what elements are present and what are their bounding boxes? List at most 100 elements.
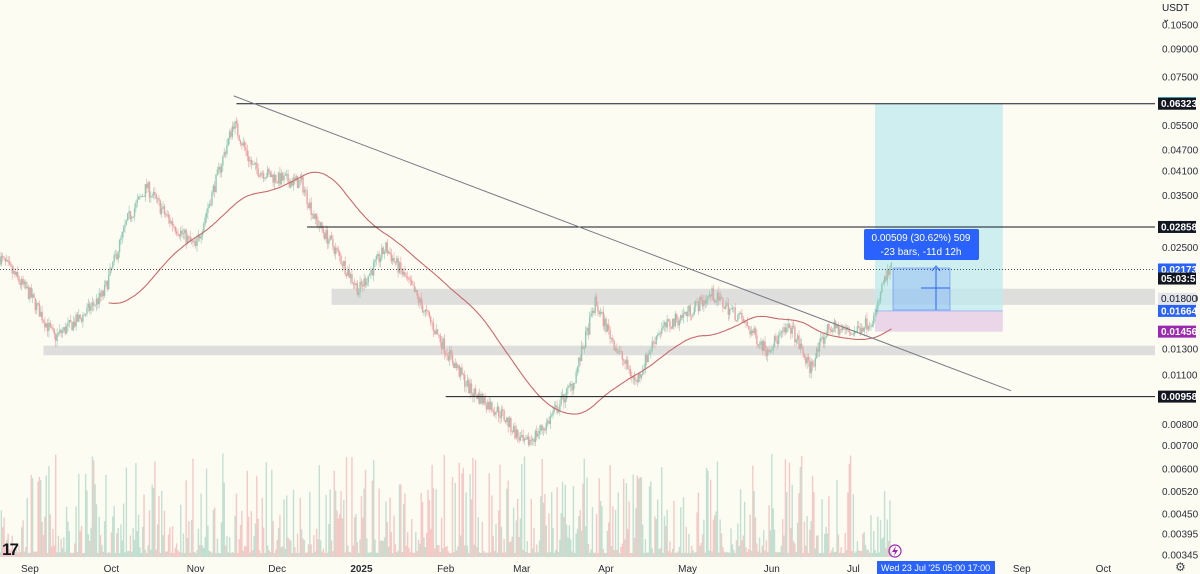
volume-bar: [870, 515, 872, 557]
candle-body: [860, 327, 863, 334]
candle-body: [328, 240, 330, 244]
volume-bar: [848, 463, 850, 557]
volume-bar: [623, 478, 625, 557]
volume-bar: [522, 549, 524, 557]
volume-bar: [122, 503, 125, 557]
candle-body: [458, 365, 460, 377]
candle-body: [754, 328, 757, 336]
price-tag-box: [1158, 97, 1196, 110]
candle-body: [531, 439, 534, 441]
volume-bar: [268, 550, 270, 557]
measure-tool[interactable]: 0.00509 (30.62%) 509 -23 bars, -11d 12h: [864, 229, 979, 311]
volume-bar: [648, 486, 651, 557]
candle-body: [843, 327, 845, 330]
volume-bar: [64, 551, 66, 557]
volume-bar: [632, 474, 634, 557]
volume-bar: [223, 482, 225, 557]
candle-body: [400, 262, 402, 270]
candle-body: [428, 312, 431, 317]
candle-body: [659, 333, 662, 334]
candle-body: [257, 168, 259, 177]
price-tick-label: 0.00800: [1162, 420, 1199, 431]
volume-bar: [768, 505, 770, 557]
gear-icon[interactable]: ⚙: [1175, 560, 1186, 574]
time-tick-label: Dec: [268, 564, 286, 574]
lightning-icon[interactable]: [888, 544, 902, 558]
volume-bar: [658, 549, 660, 557]
volume-bar: [599, 500, 602, 557]
candle-body: [125, 220, 128, 225]
volume-bar: [201, 545, 204, 557]
candle-body: [583, 347, 585, 350]
volume-bar: [351, 457, 353, 557]
volume-bar: [718, 552, 720, 557]
candle-body: [233, 126, 235, 129]
candle-body: [247, 156, 250, 162]
candle-body: [730, 308, 732, 310]
volume-bar: [502, 552, 504, 557]
volume-bar: [75, 506, 77, 557]
candle-body: [139, 196, 141, 198]
volume-bar: [788, 462, 791, 557]
volume-bar: [161, 490, 163, 557]
volume-bar: [735, 540, 738, 557]
candle-body: [0, 257, 1, 265]
volume-bar: [243, 546, 246, 557]
volume-bar: [745, 547, 747, 557]
volume-bar: [98, 516, 100, 557]
candle-body: [781, 331, 784, 333]
volume-bar: [610, 545, 613, 557]
volume-bar: [598, 478, 600, 557]
candle-body: [832, 328, 834, 333]
candle-body: [343, 260, 345, 266]
volume-bar: [802, 552, 804, 557]
volume-bar: [166, 551, 168, 557]
candle-body: [127, 213, 129, 221]
candle-body: [635, 379, 637, 381]
volume-bar: [731, 544, 734, 557]
candle-body: [40, 311, 42, 317]
candle-body: [849, 332, 852, 334]
candle-body: [200, 236, 202, 239]
candle-body: [264, 178, 266, 179]
candle-body: [105, 280, 107, 285]
volume-bar: [0, 510, 3, 557]
candle-body: [665, 322, 667, 328]
candle-body: [154, 191, 156, 195]
volume-bar: [799, 466, 802, 557]
candle-body: [253, 164, 255, 166]
time-tick-label: Jul: [847, 564, 860, 574]
volume-bar: [171, 526, 174, 557]
volume-bar: [113, 506, 115, 557]
currency-selector[interactable]: USDT ⌄: [1162, 3, 1200, 25]
volume-bar: [424, 547, 427, 557]
candle-body: [867, 326, 869, 330]
volume-bar: [368, 552, 371, 557]
volume-bar: [125, 467, 128, 557]
price-axis[interactable]: 0.10500 0.09000 0.07500 0.05500 0.04700 0.041…: [1162, 21, 1199, 562]
candle-body: [541, 425, 543, 431]
candle-body: [727, 302, 730, 315]
candle-body: [537, 433, 539, 437]
volume-bar: [507, 480, 509, 557]
candle-body: [114, 254, 117, 255]
volume-bar: [371, 480, 374, 557]
time-axis[interactable]: SepOctNovDec2025FebMarAprMayJunJulAugSep…: [21, 564, 1111, 574]
price-tick-label: 0.04100: [1162, 166, 1199, 177]
volume-bar: [714, 515, 716, 557]
candle-body: [55, 334, 57, 341]
candle-body: [674, 313, 677, 327]
volume-bar: [205, 468, 208, 557]
volume-bar: [548, 513, 550, 557]
candle-body: [31, 293, 34, 298]
candle-body: [703, 300, 705, 307]
volume-bar: [139, 547, 141, 557]
tradingview-logo-icon[interactable]: 17: [2, 540, 19, 559]
volume-bar: [207, 525, 209, 557]
candle-body: [295, 176, 297, 180]
volume-bar: [356, 542, 359, 557]
volume-bar: [454, 482, 456, 557]
candle-body: [650, 350, 652, 353]
candle-body: [625, 359, 628, 364]
